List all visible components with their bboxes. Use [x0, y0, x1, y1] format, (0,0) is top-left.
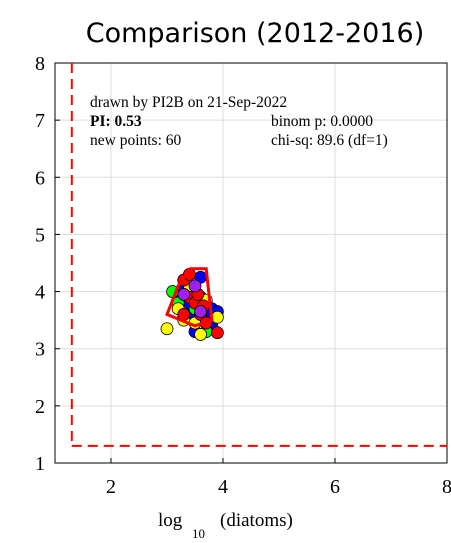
y-tick-label-1: 2	[35, 396, 45, 418]
chart-title: Comparison (2012-2016)	[86, 18, 424, 49]
data-point-2-3	[194, 328, 208, 341]
x-axis-label-main: log	[158, 510, 183, 531]
annotation-block: drawn by PI2B on 21-Sep-2022 PI: 0.53 ne…	[90, 94, 388, 149]
density-envelope-line	[165, 267, 214, 328]
plot-area-frame	[54, 62, 448, 464]
y-tick-label-5: 6	[35, 167, 45, 189]
x-axis-label-rest: (diatoms)	[220, 510, 293, 531]
annotation-new-points: new points: 60	[90, 132, 182, 149]
axis-ticks: 2 4 6 8 1 2 3 4 5 6 7 8	[35, 53, 451, 498]
y-tick-label-4: 5	[35, 224, 45, 246]
data-point-4-1	[177, 288, 191, 301]
data-point-4-2	[194, 305, 208, 318]
y-tick-label-7: 8	[35, 53, 45, 75]
annotation-drawn-by: drawn by PI2B on 21-Sep-2022	[90, 94, 287, 111]
y-tick-label-3: 4	[35, 282, 45, 304]
x-axis-label: log 10 (diatoms)	[158, 510, 293, 541]
annotation-chisq: chi-sq: 89.6 (df=1)	[271, 132, 388, 149]
annotation-pi: PI: 0.53	[90, 113, 142, 130]
y-tick-label-2: 3	[35, 339, 45, 361]
threshold-lines	[70, 63, 447, 447]
data-point-3-5	[210, 326, 224, 340]
data-point-4-0	[188, 279, 202, 293]
data-point-2-4	[210, 310, 224, 324]
y-tick-label-0: 1	[35, 453, 45, 475]
x-axis-label-subscript: 10	[192, 526, 205, 541]
density-envelope	[165, 267, 214, 328]
x-tick-label-0: 2	[106, 476, 116, 498]
y-tick-label-6: 7	[35, 110, 45, 132]
annotation-binom: binom p: 0.0000	[271, 113, 373, 130]
x-tick-label-3: 8	[442, 476, 451, 498]
x-tick-label-2: 6	[330, 476, 340, 498]
x-tick-label-1: 4	[218, 476, 228, 498]
data-point-2-0	[160, 322, 174, 336]
